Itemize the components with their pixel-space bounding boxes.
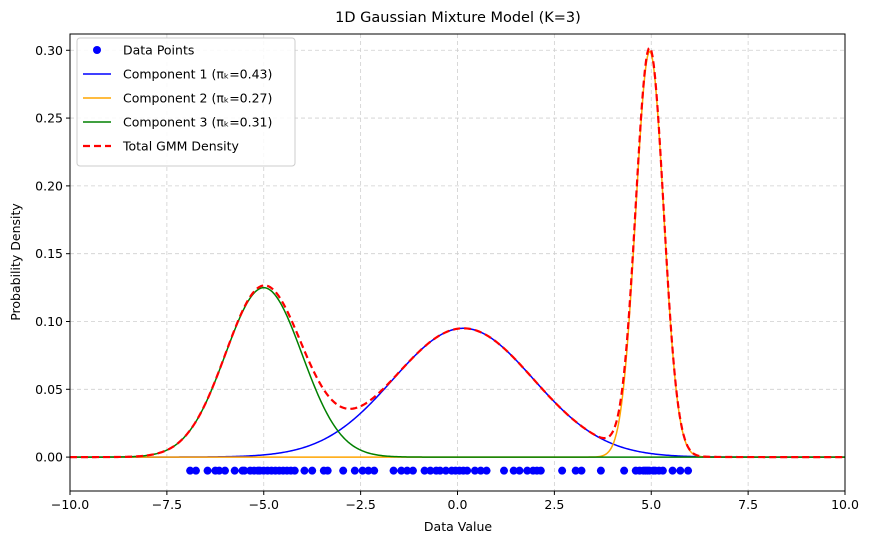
data-point [470, 466, 479, 475]
x-tick-label: 10.0 [831, 497, 859, 512]
data-point [339, 466, 348, 475]
data-point [509, 466, 518, 475]
data-point [536, 466, 545, 475]
grid [69, 34, 846, 491]
data-point [684, 466, 693, 475]
data-point [420, 466, 429, 475]
x-tick-label: −5.0 [249, 497, 279, 512]
legend-label: Data Points [123, 43, 194, 58]
y-tick-label: 0.20 [35, 178, 63, 193]
data-point [308, 466, 317, 475]
data-point [658, 466, 667, 475]
data-point [221, 466, 229, 475]
x-tick-label: 7.5 [738, 497, 758, 512]
data-point [558, 466, 567, 475]
data-point [364, 466, 373, 475]
x-tick-label: 5.0 [641, 497, 661, 512]
data-point [408, 466, 417, 475]
data-point [476, 466, 485, 475]
data-point [389, 466, 398, 475]
y-tick-label: 0.00 [35, 450, 63, 465]
legend-label: Component 3 (πₖ=0.31) [123, 115, 272, 130]
plot-area [70, 46, 845, 475]
data-point [426, 466, 435, 475]
data-point [676, 466, 685, 475]
y-axis-label: Probability Density [8, 203, 23, 321]
data-point [482, 466, 491, 475]
data-point [620, 466, 629, 475]
y-tick-label: 0.30 [35, 43, 63, 58]
data-point [290, 466, 299, 475]
data-point [203, 466, 212, 475]
x-tick-label: 2.5 [544, 497, 564, 512]
data-point [463, 466, 472, 475]
y-tick-label: 0.05 [35, 382, 63, 397]
data-point [577, 466, 586, 475]
data-point [596, 466, 605, 475]
data-point [215, 466, 224, 475]
legend-marker [93, 46, 101, 54]
data-point [240, 466, 249, 475]
axis-ticks: −10.0 −7.5 −5.0 −2.5 0.0 2.5 5.0 7.5 10.0 0.00 0.0… [35, 43, 859, 512]
data-point [441, 466, 450, 475]
data-point [515, 466, 524, 475]
y-tick-label: 0.25 [35, 111, 63, 126]
legend-label: Total GMM Density [122, 139, 240, 154]
data-point [403, 466, 412, 475]
data-point [500, 466, 508, 475]
y-tick-label: 0.10 [35, 314, 63, 329]
data-point [230, 466, 239, 475]
data-point [191, 466, 200, 475]
data-point [370, 466, 379, 475]
data-point [668, 466, 677, 475]
data-point [358, 466, 367, 475]
chart-title: 1D Gaussian Mixture Model (K=3) [335, 10, 581, 26]
y-tick-label: 0.15 [35, 246, 63, 261]
data-point [350, 466, 359, 475]
data-point [186, 466, 195, 475]
data-point [571, 466, 580, 475]
data-point [300, 466, 309, 475]
legend-frame [76, 37, 296, 167]
data-point [323, 466, 332, 475]
x-tick-label: −2.5 [345, 497, 375, 512]
data-point [523, 466, 532, 475]
legend-label: Component 2 (πₖ=0.27) [123, 91, 272, 106]
legend-label: Component 1 (πₖ=0.43) [123, 67, 272, 82]
data-point [436, 466, 445, 475]
data-point [397, 466, 406, 475]
legend: Data Points Component 1 (πₖ=0.43) Componen… [76, 37, 296, 167]
total-density-line [70, 46, 845, 459]
x-axis-label: Data Value [424, 519, 492, 534]
axes-frame [69, 33, 846, 492]
x-tick-label: −10.0 [51, 497, 89, 512]
x-tick-label: 0.0 [448, 497, 468, 512]
x-tick-label: −7.5 [152, 497, 182, 512]
